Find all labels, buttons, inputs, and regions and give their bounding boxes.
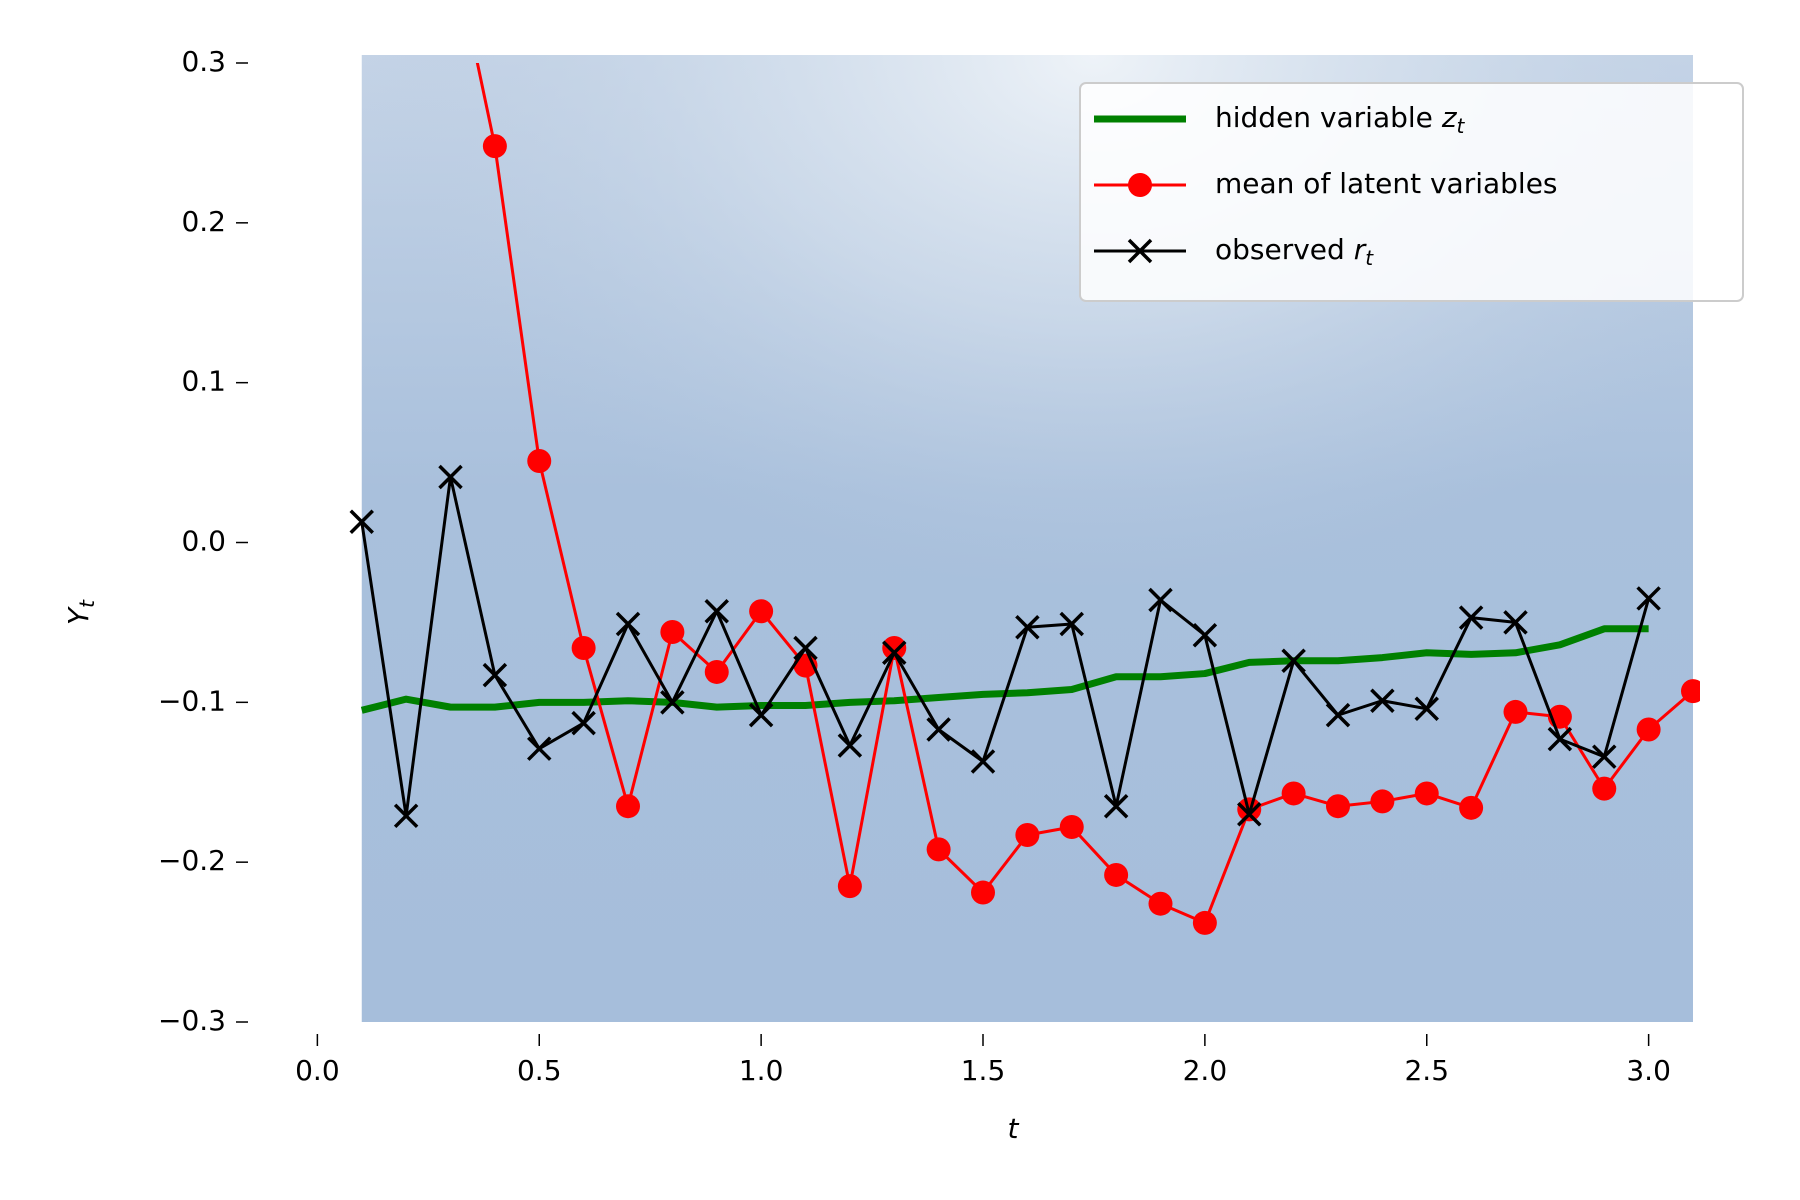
- point: [1547, 726, 1573, 752]
- point: [1104, 862, 1129, 887]
- point: [748, 702, 774, 728]
- y-axis-label: Yt: [62, 599, 99, 625]
- axes: −0.3 −0.2 −0.1 0.0 0.1 0.2 0.3 0.0 0.5 1.0 1.5 2.0 2…: [62, 45, 1671, 1145]
- point: [1148, 891, 1173, 916]
- y-tick-label: −0.3: [158, 1004, 226, 1037]
- point: [615, 611, 641, 637]
- point: [1103, 793, 1129, 819]
- point: [1592, 776, 1617, 801]
- point: [438, 464, 463, 490]
- point: [660, 690, 685, 715]
- point: [1414, 781, 1439, 806]
- point: [349, 509, 374, 534]
- y-tick-label: −0.1: [158, 684, 226, 717]
- point: [704, 659, 729, 684]
- point: [1414, 696, 1439, 721]
- point: [616, 794, 640, 819]
- point: [1503, 610, 1528, 635]
- y-tick-label: 0.2: [181, 205, 226, 238]
- point: [1325, 702, 1351, 728]
- point: [749, 599, 774, 624]
- point: [527, 448, 552, 473]
- point: [1281, 781, 1306, 806]
- point: [1636, 717, 1661, 742]
- point: [837, 874, 862, 899]
- x-tick-label: 3.0: [1626, 1054, 1671, 1087]
- point: [971, 880, 995, 905]
- point: [660, 620, 685, 645]
- point: [926, 837, 951, 862]
- point: [571, 710, 596, 736]
- x-axis-label: t: [1008, 1112, 1020, 1145]
- point: [1192, 622, 1218, 648]
- point: [1059, 815, 1084, 840]
- x-tick-label: 1.0: [739, 1054, 784, 1087]
- point: [1592, 744, 1617, 769]
- point: [1192, 910, 1217, 935]
- x-tick-label: 2.0: [1183, 1054, 1228, 1087]
- point: [1015, 614, 1040, 640]
- point: [571, 635, 596, 660]
- y-tick-label: −0.2: [158, 844, 226, 877]
- point: [1148, 587, 1173, 613]
- point: [882, 640, 907, 666]
- legend-label: hidden variable zt: [1215, 101, 1466, 138]
- point: [1503, 699, 1528, 724]
- point: [1059, 611, 1084, 637]
- x-tick-label: 0.5: [517, 1054, 562, 1087]
- legend-label: mean of latent variables: [1215, 167, 1558, 200]
- legend-marker: [1127, 238, 1153, 264]
- point: [1459, 795, 1484, 820]
- y-tick-label: 0.3: [181, 45, 226, 78]
- point: [1681, 679, 1700, 704]
- point: [837, 733, 863, 758]
- point: [1370, 789, 1395, 814]
- point: [970, 749, 996, 774]
- point: [1281, 648, 1306, 674]
- point: [482, 662, 508, 688]
- point: [1237, 801, 1262, 827]
- legend-label: observed rt: [1215, 233, 1374, 270]
- point: [482, 134, 507, 159]
- y-tick-label: 0.1: [181, 365, 226, 398]
- x-tick-label: 1.5: [961, 1054, 1006, 1087]
- series-line: [360, 475, 1651, 818]
- point: [793, 635, 818, 661]
- legend: hidden variable zt mean of latent variabl…: [1079, 82, 1744, 302]
- point: [1458, 605, 1484, 630]
- point: [1015, 822, 1040, 847]
- legend-marker: [1128, 173, 1152, 197]
- x-tick-label: 0.0: [295, 1054, 340, 1087]
- point: [1370, 688, 1395, 713]
- point: [527, 736, 552, 761]
- point: [882, 635, 907, 660]
- point: [926, 717, 951, 742]
- plot-area: [349, 63, 1700, 935]
- legend-box: [1079, 82, 1744, 302]
- point: [704, 598, 729, 624]
- point: [393, 803, 419, 829]
- point: [1636, 586, 1661, 611]
- y-tick-label: 0.0: [181, 525, 226, 558]
- x-tick-label: 2.5: [1404, 1054, 1449, 1087]
- point: [1326, 794, 1350, 819]
